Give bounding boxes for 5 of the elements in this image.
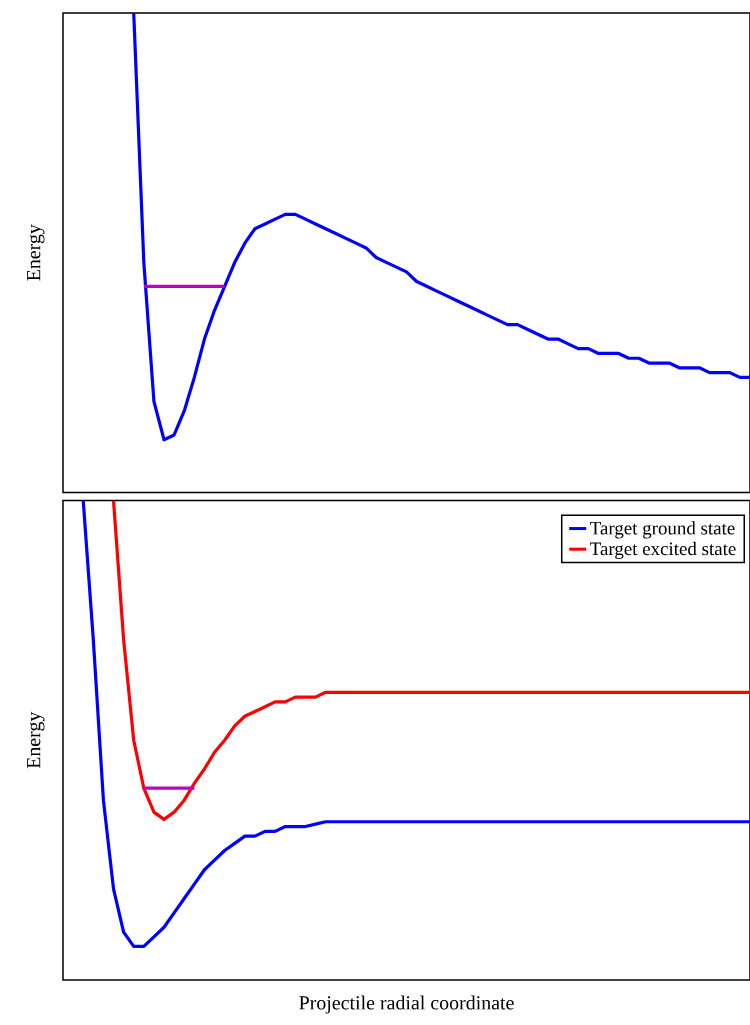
legend-label: Target ground state: [590, 521, 735, 539]
y-axis-title: Energy: [27, 711, 45, 769]
legend-label: Target excited state: [590, 541, 736, 560]
y-axis-title: Energy: [27, 224, 45, 281]
x-axis-title: Projectile radial coordinate: [299, 995, 514, 1014]
